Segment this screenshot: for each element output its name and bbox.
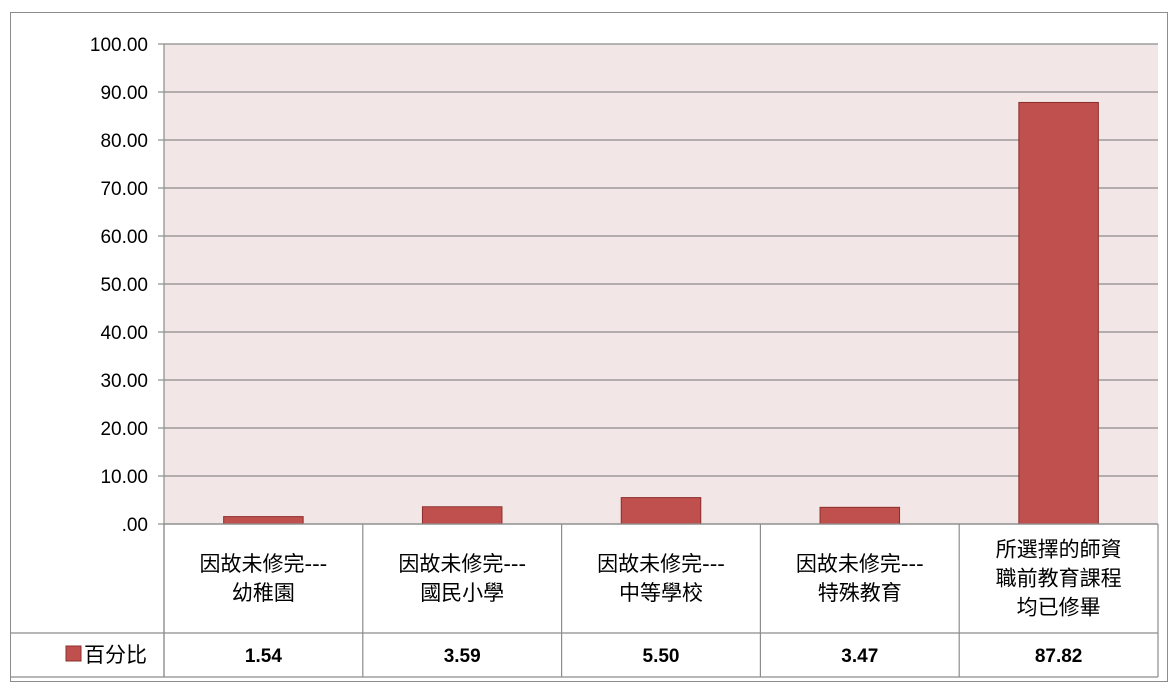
x-category-label: 因故未修完---特殊教育	[796, 552, 924, 605]
bar	[819, 506, 901, 525]
x-category-label: 因故未修完---國民小學	[398, 552, 526, 605]
y-tick-label: 60.00	[100, 227, 148, 248]
y-tick-label: .00	[122, 515, 148, 536]
data-value-label: 3.59	[444, 646, 481, 667]
y-tick-label: 10.00	[100, 467, 148, 488]
bar-chart: 100.00 90.00 80.00 70.00 60.00 50.00 40.00 30.0…	[11, 35, 1159, 678]
y-tick-label: 80.00	[100, 131, 148, 152]
data-value-label: 87.82	[1035, 646, 1083, 667]
y-tick-label: 90.00	[100, 83, 148, 104]
y-tick-label: 30.00	[100, 371, 148, 392]
data-value-label: 1.54	[245, 646, 282, 667]
x-category-label: 所選擇的師資職前教育課程均已修畢	[996, 538, 1122, 620]
y-tick-label: 20.00	[100, 419, 148, 440]
bar	[421, 506, 503, 525]
chart-frame: 100.00 90.00 80.00 70.00 60.00 50.00 40.00 30.0…	[10, 12, 1168, 682]
y-tick-label: 40.00	[100, 323, 148, 344]
data-value-label: 5.50	[643, 646, 680, 667]
y-tick-label: 50.00	[100, 275, 148, 296]
legend-swatch	[65, 645, 82, 662]
y-tick-label: 100.00	[90, 35, 148, 56]
legend-label: 百分比	[84, 643, 147, 667]
x-category-label: 因故未修完---幼稚園	[200, 552, 328, 605]
bar	[1018, 101, 1099, 525]
x-category-label: 因故未修完---中等學校	[597, 552, 725, 605]
data-value-label: 3.47	[841, 646, 878, 667]
bar	[620, 497, 702, 525]
y-tick-label: 70.00	[100, 179, 148, 200]
bar	[223, 516, 304, 525]
